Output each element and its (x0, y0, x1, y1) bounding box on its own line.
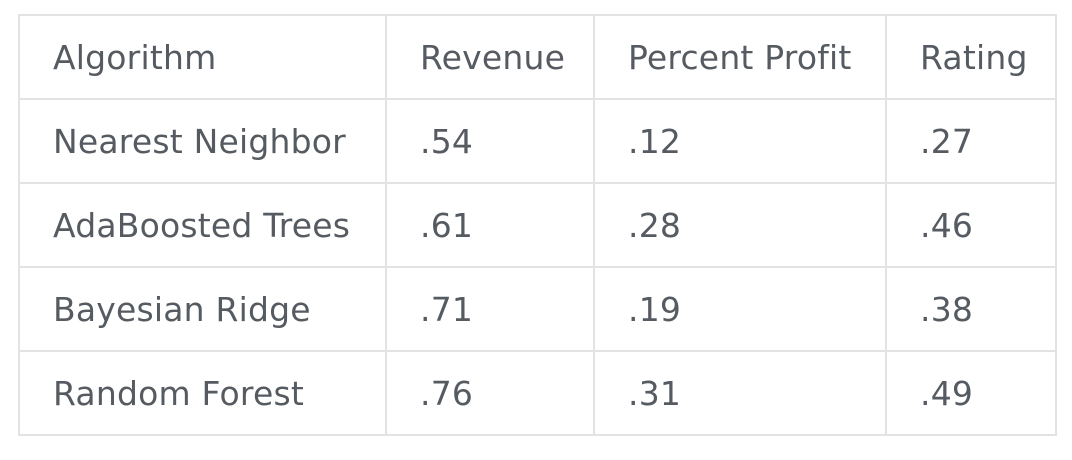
column-header-rating: Rating (885, 14, 1057, 100)
rating-cell: .46 (885, 182, 1057, 268)
algorithm-cell: Nearest Neighbor (18, 98, 387, 184)
algorithm-results-table: Algorithm Revenue Percent Profit Rating … (18, 14, 1057, 436)
table-row: Bayesian Ridge .71 .19 .38 (18, 266, 1057, 352)
percent-profit-cell: .31 (593, 350, 887, 436)
revenue-cell: .76 (385, 350, 595, 436)
column-header-revenue: Revenue (385, 14, 595, 100)
percent-profit-cell: .28 (593, 182, 887, 268)
revenue-cell: .71 (385, 266, 595, 352)
table-row: Random Forest .76 .31 .49 (18, 350, 1057, 436)
table-row: AdaBoosted Trees .61 .28 .46 (18, 182, 1057, 268)
rating-cell: .27 (885, 98, 1057, 184)
revenue-cell: .54 (385, 98, 595, 184)
column-header-percent-profit: Percent Profit (593, 14, 887, 100)
column-header-algorithm: Algorithm (18, 14, 387, 100)
table-header-row: Algorithm Revenue Percent Profit Rating (18, 14, 1057, 100)
percent-profit-cell: .19 (593, 266, 887, 352)
results-table-container: Algorithm Revenue Percent Profit Rating … (18, 14, 1057, 436)
rating-cell: .49 (885, 350, 1057, 436)
revenue-cell: .61 (385, 182, 595, 268)
percent-profit-cell: .12 (593, 98, 887, 184)
algorithm-cell: AdaBoosted Trees (18, 182, 387, 268)
rating-cell: .38 (885, 266, 1057, 352)
algorithm-cell: Bayesian Ridge (18, 266, 387, 352)
algorithm-cell: Random Forest (18, 350, 387, 436)
table-row: Nearest Neighbor .54 .12 .27 (18, 98, 1057, 184)
